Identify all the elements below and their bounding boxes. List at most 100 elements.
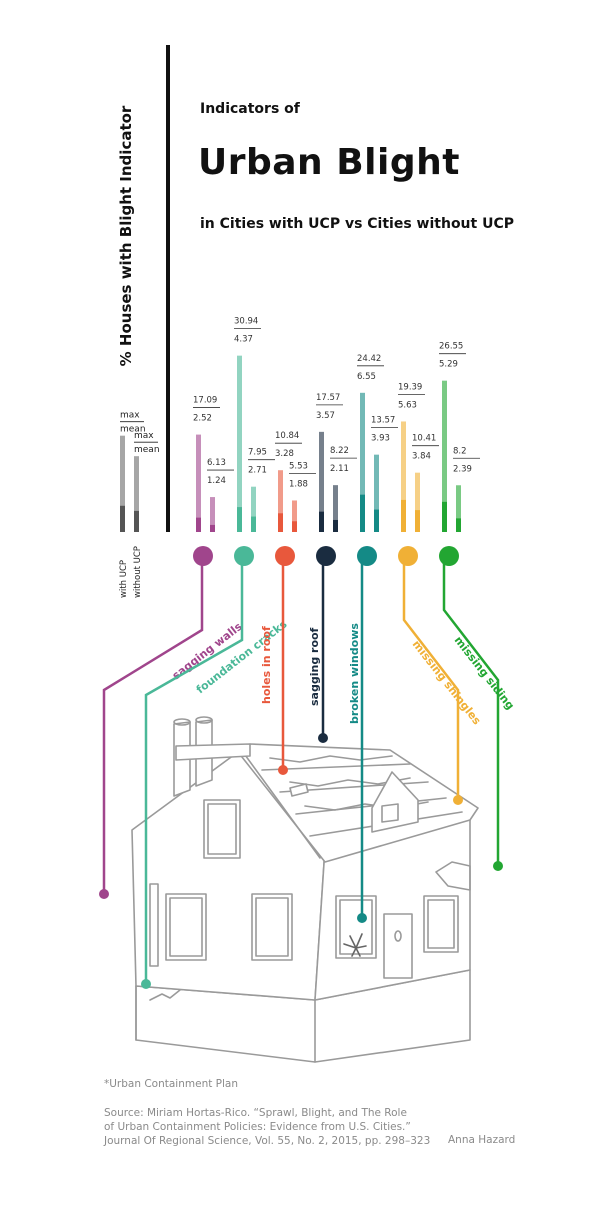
- value-labels-layer: 17.09 2.52 6.13 1.24 30.94 4.37 7.95 2.71 10.84 3…: [193, 317, 480, 489]
- holes-in-roof-without-ucp-mean-label: 1.88: [289, 479, 308, 489]
- sagging-walls-without-ucp-mean-label: 1.24: [207, 476, 226, 486]
- sagging-roof-without-ucp-max-bar: [333, 485, 338, 532]
- sagging-walls-label: sagging walls: [170, 620, 245, 683]
- broken-windows-with-ucp-mean-label: 6.55: [357, 372, 376, 382]
- footnote: *Urban Containment Plan: [104, 1078, 239, 1090]
- author-credit: Anna Hazard: [448, 1134, 516, 1146]
- sagging-roof-with-ucp-max-bar: [319, 431, 324, 532]
- house-illustration: [131, 716, 479, 1063]
- holes-in-roof-with-ucp-max-bar: [278, 470, 283, 532]
- foundation-cracks-with-ucp-max-label: 30.94: [234, 317, 258, 327]
- sagging-walls-connector: [102, 556, 204, 894]
- missing-siding-with-ucp-max-bar: [442, 380, 447, 532]
- holes-in-roof-with-ucp-mean-label: 3.28: [275, 449, 294, 459]
- missing-siding-marker-dot: [439, 546, 459, 566]
- missing-siding-end-dot: [493, 861, 503, 871]
- sagging-roof-marker-dot: [316, 546, 336, 566]
- broken-windows-with-ucp-max-label: 24.42: [357, 354, 381, 364]
- broken-windows-with-ucp-mean-bar: [360, 494, 365, 532]
- holes-in-roof-with-ucp-mean-bar: [278, 513, 283, 532]
- sagging-walls-without-ucp-max-bar: [210, 497, 215, 532]
- chart-supertitle: Indicators of: [200, 101, 300, 117]
- missing-shingles-marker-dot: [398, 546, 418, 566]
- legend-with-mean-text: mean: [120, 425, 146, 435]
- foundation-cracks-with-ucp-mean-label: 4.37: [234, 335, 253, 345]
- legend-without-mean-bar: [134, 510, 139, 532]
- broken-windows-end-dot: [357, 913, 367, 923]
- legend-without-max-bar: [134, 456, 139, 532]
- sagging-roof-without-ucp-mean-bar: [333, 519, 338, 532]
- missing-siding-connector: [442, 556, 500, 866]
- sagging-roof-with-ucp-mean-bar: [319, 511, 324, 532]
- missing-siding-with-ucp-mean-label: 5.29: [439, 360, 458, 370]
- missing-shingles-without-ucp-max-bar: [415, 472, 420, 532]
- holes-in-roof-marker-dot: [275, 546, 295, 566]
- missing-shingles-with-ucp-mean-bar: [401, 499, 406, 532]
- foundation-cracks-without-ucp-max-bar: [251, 486, 256, 532]
- foundation-cracks-without-ucp-mean-bar: [251, 516, 256, 532]
- broken-windows-without-ucp-mean-label: 3.93: [371, 434, 390, 444]
- sagging-walls-with-ucp-mean-bar: [196, 517, 201, 532]
- missing-shingles-without-ucp-max-label: 10.41: [412, 434, 436, 444]
- foundation-cracks-marker-dot: [234, 546, 254, 566]
- holes-in-roof-without-ucp-max-label: 5.53: [289, 461, 308, 471]
- bars-layer: [196, 355, 461, 532]
- legend-without-max-text: max: [134, 431, 154, 441]
- sagging-roof-end-dot: [318, 733, 328, 743]
- holes-in-roof-without-ucp-mean-bar: [292, 521, 297, 532]
- foundation-cracks-without-ucp-mean-label: 2.71: [248, 466, 267, 476]
- missing-siding-without-ucp-max-label: 8.2: [453, 446, 467, 456]
- legend-with-max-text: max: [120, 411, 140, 421]
- foundation-cracks-connector: [144, 556, 244, 984]
- source-citation: Source: Miriam Hortas-Rico. “Sprawl, Bli…: [104, 1106, 430, 1148]
- source-line-3: Journal Of Regional Science, Vol. 55, No…: [104, 1135, 431, 1147]
- legend-without-label: without UCP: [133, 546, 143, 598]
- sagging-walls-marker-dot: [193, 546, 213, 566]
- chart-subtitle: in Cities with UCP vs Cities without UCP: [200, 216, 514, 232]
- missing-shingles-without-ucp-mean-label: 3.84: [412, 452, 431, 462]
- chart-title: Urban Blight: [198, 142, 460, 183]
- missing-shingles-without-ucp-mean-bar: [415, 510, 420, 532]
- source-line-1: Source: Miriam Hortas-Rico. “Sprawl, Bli…: [104, 1107, 407, 1119]
- holes-in-roof-end-dot: [278, 765, 288, 775]
- holes-in-roof-with-ucp-max-label: 10.84: [275, 431, 299, 441]
- sagging-roof-with-ucp-mean-label: 3.57: [316, 411, 335, 421]
- sagging-walls-end-dot: [99, 889, 109, 899]
- holes-in-roof-without-ucp-max-bar: [292, 500, 297, 532]
- legend-with-mean-bar: [120, 505, 125, 532]
- sagging-roof-label: sagging roof: [308, 627, 321, 706]
- foundation-cracks-with-ucp-mean-bar: [237, 507, 242, 532]
- sagging-walls-without-ucp-mean-bar: [210, 524, 215, 532]
- broken-windows-marker-dot: [357, 546, 377, 566]
- source-line-2: of Urban Containment Policies: Evidence …: [104, 1121, 411, 1133]
- legend-with-max-bar: [120, 435, 125, 532]
- broken-windows-with-ucp-max-bar: [360, 392, 365, 532]
- missing-siding-without-ucp-mean-label: 2.39: [453, 464, 472, 474]
- foundation-cracks-without-ucp-max-label: 7.95: [248, 448, 267, 458]
- broken-windows-label: broken windows: [348, 623, 361, 724]
- missing-siding-without-ucp-max-bar: [456, 485, 461, 532]
- broken-windows-without-ucp-mean-bar: [374, 509, 379, 532]
- sagging-walls-with-ucp-mean-label: 2.52: [193, 414, 212, 424]
- sagging-roof-without-ucp-mean-label: 2.11: [330, 464, 349, 474]
- sagging-roof-with-ucp-max-label: 17.57: [316, 393, 340, 403]
- missing-shingles-with-ucp-mean-label: 5.63: [398, 400, 417, 410]
- foundation-cracks-with-ucp-max-bar: [237, 355, 242, 532]
- sagging-walls-with-ucp-max-bar: [196, 434, 201, 532]
- broken-windows-without-ucp-max-label: 13.57: [371, 416, 395, 426]
- legend-without-mean-text: mean: [134, 445, 160, 455]
- foundation-cracks-end-dot: [141, 979, 151, 989]
- missing-siding-with-ucp-max-label: 26.55: [439, 342, 463, 352]
- missing-shingles-end-dot: [453, 795, 463, 805]
- sagging-walls-with-ucp-max-label: 17.09: [193, 396, 217, 406]
- missing-shingles-with-ucp-max-bar: [401, 421, 406, 532]
- missing-siding-without-ucp-mean-bar: [456, 518, 461, 532]
- holes-in-roof-label: holes in roof: [260, 626, 273, 704]
- sagging-walls-without-ucp-max-label: 6.13: [207, 458, 226, 468]
- missing-siding-with-ucp-mean-bar: [442, 501, 447, 532]
- sagging-roof-without-ucp-max-label: 8.22: [330, 446, 349, 456]
- missing-shingles-with-ucp-max-label: 19.39: [398, 382, 422, 392]
- missing-shingles-connector: [402, 556, 460, 800]
